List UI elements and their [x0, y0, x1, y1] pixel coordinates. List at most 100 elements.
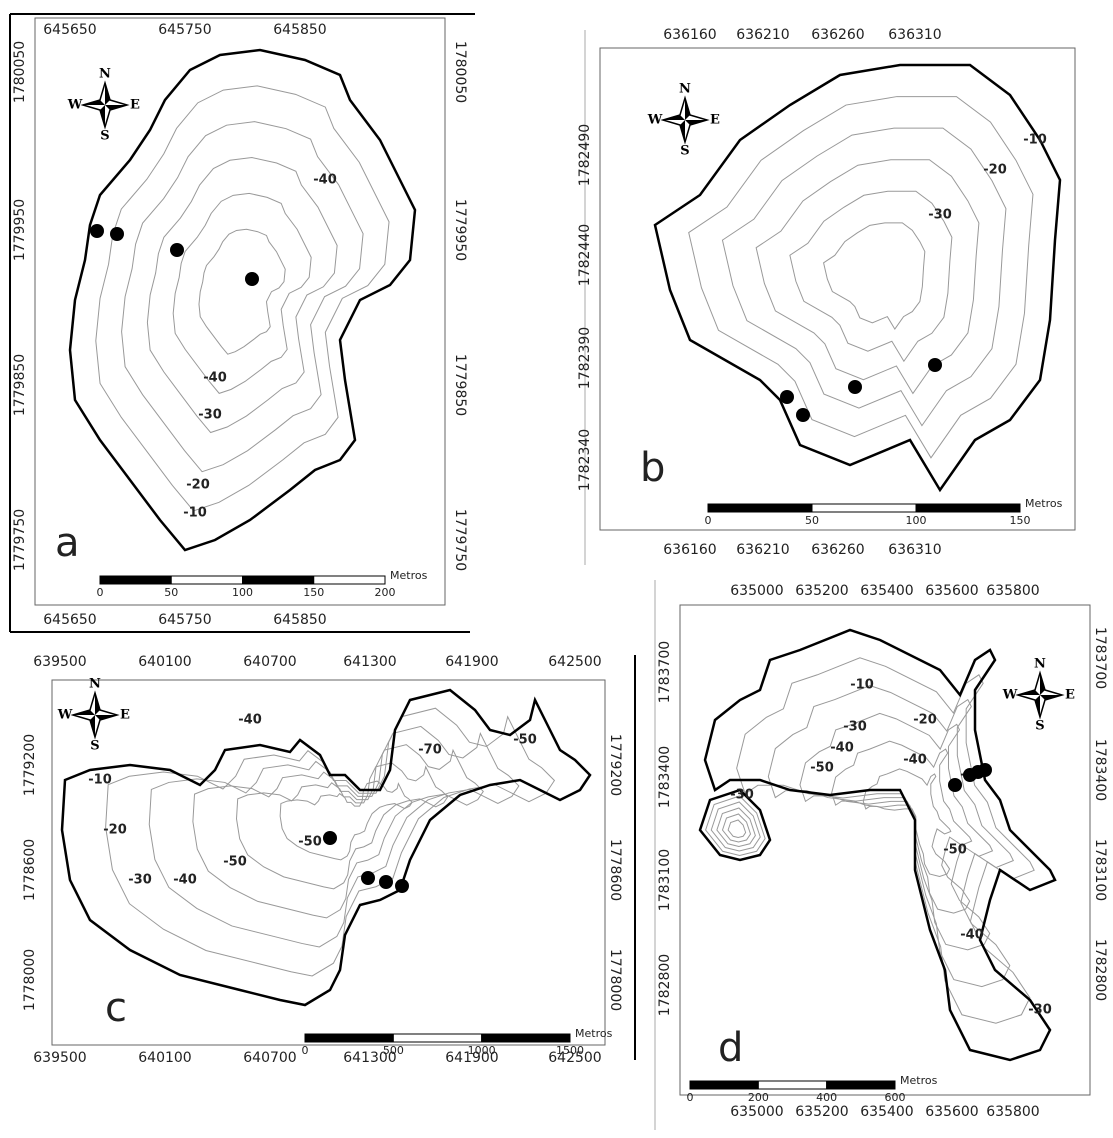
contour-label: -50 [810, 761, 834, 776]
sample-point [780, 390, 794, 404]
scale-segment [171, 576, 242, 584]
compass-letter: N [1034, 657, 1046, 672]
y-tick-label: 1783100 [1092, 839, 1108, 901]
y-tick-label: 1779850 [12, 354, 28, 416]
y-tick-label: 1782490 [577, 124, 593, 186]
x-tick-label: 639500 [33, 1050, 86, 1066]
sample-point [323, 831, 337, 845]
sample-point [90, 224, 104, 238]
scale-unit: Metros [900, 1074, 938, 1087]
sample-point [395, 879, 409, 893]
compass-letter: W [647, 113, 663, 128]
scale-segment [916, 504, 1020, 512]
x-tick-label: 640700 [243, 1050, 296, 1066]
contour-line [237, 763, 448, 889]
contour-label: -40 [313, 173, 337, 188]
scale-segment [314, 576, 385, 584]
x-tick-label: 640100 [138, 1050, 191, 1066]
contour-line [689, 97, 1033, 458]
compass-letter: W [67, 98, 83, 113]
contour-label: -10 [850, 678, 874, 693]
scale-label: 100 [906, 514, 927, 527]
lake-outline [62, 690, 590, 1005]
sample-point [110, 227, 124, 241]
scale-label: 1500 [556, 1044, 584, 1057]
scale-label: 0 [705, 514, 712, 527]
contour-label: -40 [203, 371, 227, 386]
compass-letter: S [1035, 719, 1044, 734]
x-tick-label: 636210 [736, 542, 789, 558]
x-tick-label: 635800 [986, 583, 1039, 599]
lake-outline [655, 65, 1060, 490]
lake-outline [70, 50, 415, 550]
x-tick-label: 635400 [860, 583, 913, 599]
scale-unit: Metros [1025, 497, 1063, 510]
y-tick-label: 1782340 [577, 429, 593, 491]
contour-label: -40 [173, 873, 197, 888]
contour-label: -10 [88, 773, 112, 788]
contour-label: -30 [730, 788, 754, 803]
x-tick-label: 635600 [925, 1104, 978, 1120]
contour-label: -50 [223, 855, 247, 870]
x-tick-label: 645750 [158, 22, 211, 38]
x-tick-label: 635200 [795, 1104, 848, 1120]
sample-point [361, 871, 375, 885]
contour-label: -30 [198, 408, 222, 423]
compass-letter: E [710, 113, 720, 128]
compass-letter: N [679, 82, 691, 97]
compass-letter: W [57, 708, 73, 723]
panel-letter: d [718, 1025, 743, 1071]
panel-letter: c [105, 985, 127, 1031]
x-tick-label: 636260 [811, 27, 864, 43]
sample-point [948, 778, 962, 792]
contour-label: -30 [928, 208, 952, 223]
y-tick-label: 1779200 [607, 734, 623, 796]
scale-unit: Metros [390, 569, 428, 582]
contour-label: -40 [830, 741, 854, 756]
scale-segment [243, 576, 314, 584]
x-tick-label: 645850 [273, 612, 326, 628]
x-tick-label: 641300 [343, 654, 396, 670]
compass-letter: S [680, 144, 689, 159]
contour-line [147, 158, 337, 433]
contour-label: -40 [960, 928, 984, 943]
compass-letter: W [1002, 688, 1018, 703]
scale-label: 150 [303, 586, 324, 599]
contour-label: -20 [913, 713, 937, 728]
x-tick-label: 645850 [273, 22, 326, 38]
compass-letter: E [130, 98, 140, 113]
y-tick-label: 1782440 [577, 224, 593, 286]
x-tick-label: 641900 [445, 654, 498, 670]
sample-point [170, 243, 184, 257]
scale-segment [305, 1034, 393, 1042]
x-tick-label: 639500 [33, 654, 86, 670]
y-tick-label: 1780050 [12, 41, 28, 103]
x-tick-label: 642500 [548, 654, 601, 670]
x-tick-label: 635600 [925, 583, 978, 599]
compass-letter: N [89, 677, 101, 692]
x-tick-label: 645750 [158, 612, 211, 628]
contour-label: -50 [298, 835, 322, 850]
scale-label: 50 [805, 514, 819, 527]
contour-label: -20 [186, 478, 210, 493]
scale-label: 150 [1010, 514, 1031, 527]
scale-label: 1000 [468, 1044, 496, 1057]
x-tick-label: 645650 [43, 612, 96, 628]
contour-line [96, 86, 389, 511]
compass-letter: N [99, 67, 111, 82]
scale-label: 50 [164, 586, 178, 599]
x-tick-label: 645650 [43, 22, 96, 38]
scale-unit: Metros [575, 1027, 613, 1040]
y-tick-label: 1779750 [452, 509, 468, 571]
scale-segment [100, 576, 171, 584]
y-tick-label: 1779850 [452, 354, 468, 416]
y-tick-label: 1782390 [577, 327, 593, 389]
x-tick-label: 635400 [860, 1104, 913, 1120]
y-tick-label: 1780050 [452, 41, 468, 103]
x-tick-label: 636210 [736, 27, 789, 43]
contour-line [193, 745, 483, 918]
contour-label: -70 [418, 743, 442, 758]
y-tick-label: 1779950 [12, 199, 28, 261]
x-tick-label: 636160 [663, 542, 716, 558]
contour-label: -10 [1023, 133, 1047, 148]
